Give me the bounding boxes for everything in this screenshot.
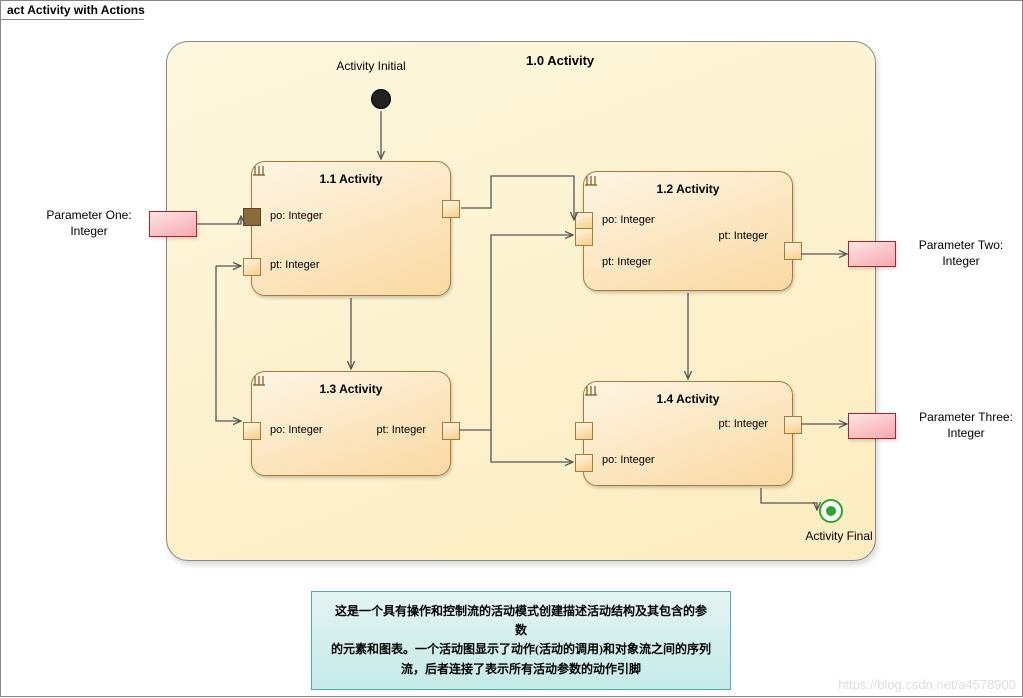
action-1-2-pt-r: pt: Integer — [718, 230, 768, 242]
action-1-1-title: 1.1 Activity — [252, 172, 450, 186]
watermark: https://blog.csdn.net/a4578900 — [838, 677, 1016, 692]
pin-a14-out — [784, 416, 802, 434]
action-1-2-po: po: Integer — [602, 214, 655, 226]
action-1-2-pt: pt: Integer — [602, 256, 652, 268]
diagram-tab: act Activity with Actions — [0, 0, 156, 20]
param-two-label: Parameter Two:Integer — [906, 238, 1016, 269]
activity-frame-title: 1.0 Activity — [526, 53, 594, 68]
action-1-3-po: po: Integer — [270, 424, 323, 436]
action-1-4-title: 1.4 Activity — [584, 392, 792, 406]
pin-a11-po — [243, 208, 261, 226]
pin-a13-out — [442, 422, 460, 440]
action-1-2: 1.2 Activity po: Integer pt: Integer pt:… — [583, 171, 793, 291]
action-1-4: 1.4 Activity pt: Integer po: Integer — [583, 381, 793, 486]
param-three-label: Parameter Three:Integer — [906, 410, 1023, 441]
final-node-inner — [826, 506, 836, 516]
pin-a11-pt — [243, 258, 261, 276]
param-node-two — [848, 241, 896, 267]
param-one-label: Parameter One:Integer — [39, 208, 139, 239]
action-1-2-title: 1.2 Activity — [584, 182, 792, 196]
param-node-three — [848, 413, 896, 439]
action-1-4-po: po: Integer — [602, 454, 655, 466]
action-1-3-pt: pt: Integer — [376, 424, 426, 436]
description-note: 这是一个具有操作和控制流的活动模式创建描述活动结构及其包含的参数的元素和图表。一… — [311, 591, 731, 690]
action-1-1-po: po: Integer — [270, 210, 323, 222]
action-1-3: 1.3 Activity po: Integer pt: Integer — [251, 371, 451, 476]
pin-a14-ctl — [575, 422, 593, 440]
final-node — [819, 499, 843, 523]
diagram-canvas: act Activity with Actions 1.0 Activity A… — [0, 0, 1023, 697]
pin-a13-in — [243, 422, 261, 440]
initial-node — [371, 89, 391, 109]
action-1-3-title: 1.3 Activity — [252, 382, 450, 396]
pin-a12-out — [784, 242, 802, 260]
initial-label: Activity Initial — [281, 59, 461, 75]
action-1-4-pt: pt: Integer — [718, 418, 768, 430]
param-node-one — [149, 211, 197, 237]
action-1-1-pt: pt: Integer — [270, 259, 320, 271]
pin-a14-po — [575, 454, 593, 472]
action-1-1: 1.1 Activity po: Integer pt: Integer — [251, 161, 451, 296]
final-label: Activity Final — [789, 529, 889, 545]
pin-a12-pt — [575, 228, 593, 246]
pin-a11-out — [442, 200, 460, 218]
